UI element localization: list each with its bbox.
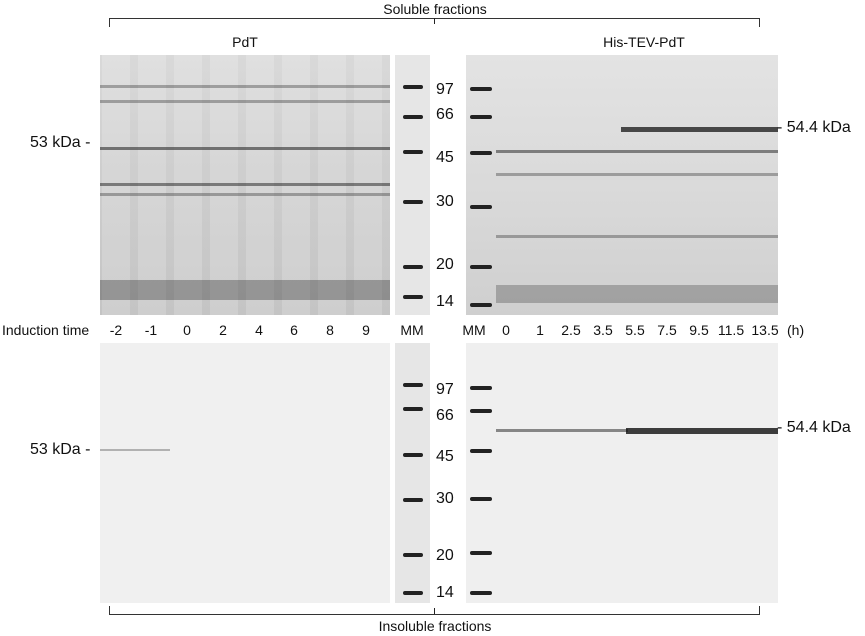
marker-20-upper: 20 <box>436 256 454 273</box>
marker-30-upper: 30 <box>436 193 454 210</box>
marker-45-upper: 45 <box>436 149 454 166</box>
right-band-label-lower: - 54.4 kDa <box>777 419 851 436</box>
marker-14-upper: 14 <box>436 293 454 310</box>
lane-label-right: 5.5 <box>625 322 645 338</box>
soluble-fractions-label: Soluble fractions <box>383 1 487 17</box>
insoluble-fractions-label: Insoluble fractions <box>378 618 492 634</box>
lane-label-right: 13.5 <box>751 322 779 338</box>
gel-pdt-soluble <box>100 55 390 315</box>
marker-30-lower: 30 <box>436 490 454 507</box>
lane-label-right: 2.5 <box>561 322 581 338</box>
lane-label-left: 2 <box>219 322 227 338</box>
lane-label-right: 3.5 <box>593 322 613 338</box>
lane-label-left: 6 <box>290 322 298 338</box>
insoluble-bracket-tick <box>434 608 435 614</box>
lane-label-left: 4 <box>255 322 263 338</box>
marker-97-upper: 97 <box>436 81 454 98</box>
lane-label-right: 11.5 <box>717 322 745 338</box>
left-band-label-lower: 53 kDa - <box>30 441 91 458</box>
right-band-label-upper: - 54.4 kDa <box>777 119 851 136</box>
his-tev-pdt-panel-title: His-TEV-PdT <box>603 34 685 50</box>
left-band-label-upper: 53 kDa - <box>30 134 91 151</box>
lane-label-right: 1 <box>536 322 544 338</box>
mm-label-left: MM <box>400 322 424 338</box>
lane-label-right: 0 <box>502 322 510 338</box>
pdt-panel-title: PdT <box>232 34 258 50</box>
marker-20-lower: 20 <box>436 547 454 564</box>
lane-label-left: 9 <box>362 322 370 338</box>
insoluble-bracket <box>109 606 760 615</box>
lane-label-right: 9.5 <box>689 322 709 338</box>
lane-label-right: 7.5 <box>657 322 677 338</box>
marker-66-lower: 66 <box>436 407 454 424</box>
gel-his-tev-pdt-soluble <box>466 55 778 315</box>
marker-97-lower: 97 <box>436 381 454 398</box>
lane-label-left: -2 <box>109 322 123 338</box>
marker-45-lower: 45 <box>436 448 454 465</box>
marker-14-lower: 14 <box>436 584 454 601</box>
induction-time-label: Induction time <box>2 322 90 338</box>
lane-label-left: -1 <box>144 322 158 338</box>
time-unit-label: (h) <box>787 322 805 338</box>
mm-label-right: MM <box>462 322 486 338</box>
lane-label-left: 8 <box>326 322 334 338</box>
gel-pdt-insoluble <box>100 343 390 603</box>
soluble-bracket-tick <box>434 18 435 24</box>
marker-66-upper: 66 <box>436 106 454 123</box>
gel-mm-soluble <box>395 55 430 315</box>
gel-mm-insoluble <box>395 343 430 603</box>
lane-label-left: 0 <box>183 322 191 338</box>
gel-his-tev-pdt-insoluble <box>466 343 778 603</box>
